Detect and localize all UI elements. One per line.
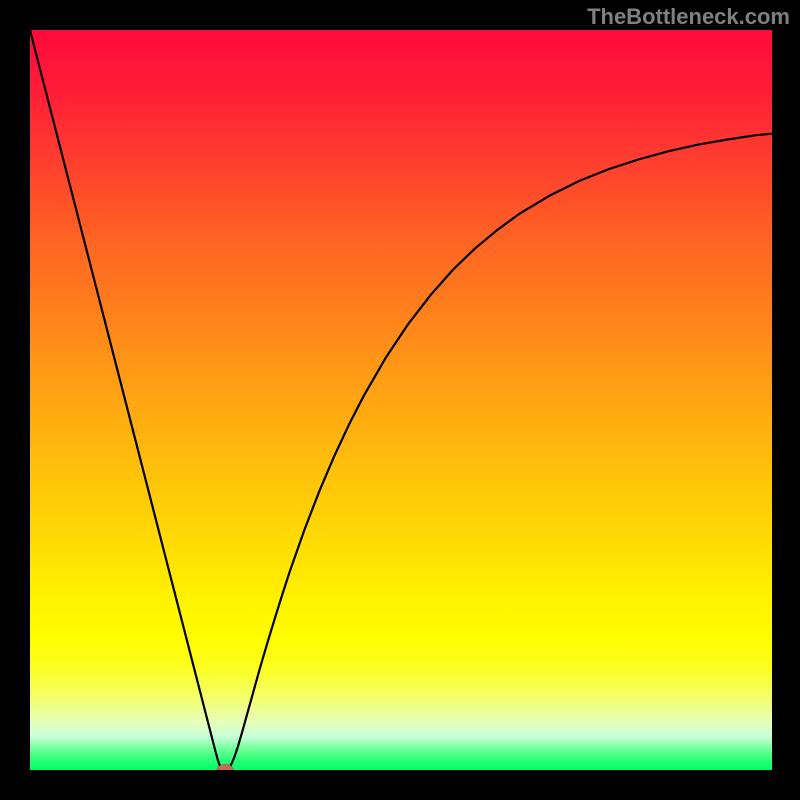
- watermark-text: TheBottleneck.com: [587, 4, 790, 30]
- plot-area: [30, 30, 772, 770]
- chart-container: TheBottleneck.com: [0, 0, 800, 800]
- gradient-background: [30, 30, 772, 770]
- chart-svg: [30, 30, 772, 770]
